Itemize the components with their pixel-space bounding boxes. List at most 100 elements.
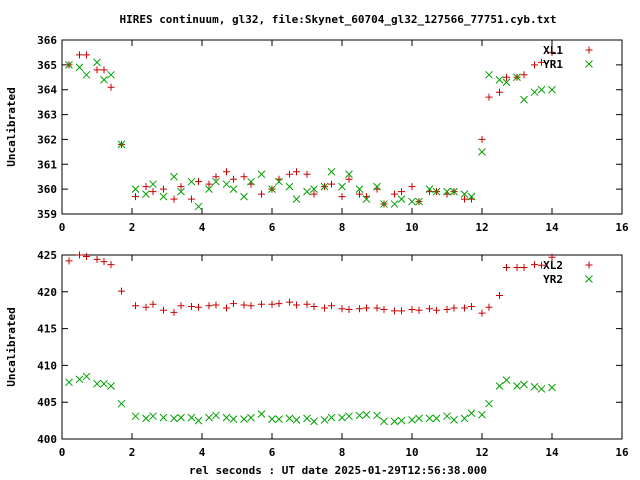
panel1-point-xl1: [531, 61, 538, 69]
panel1-point-xl1: [240, 173, 248, 181]
panel2-point-yr2: [187, 413, 196, 422]
panel1-point-yr1: [425, 185, 434, 193]
panel1-point-yr1: [530, 88, 539, 97]
panel1-point-xl1: [76, 51, 83, 59]
panel2-point-xl2: [76, 251, 83, 259]
panel2-point-xl2: [363, 304, 370, 312]
panel1-point-xl1: [188, 195, 195, 203]
panel1-point-yr1: [247, 177, 255, 186]
x-axis-label: rel seconds : UT date 2025-01-29T12:56:3…: [189, 464, 487, 477]
panel1-point-yr1: [373, 182, 381, 191]
panel2-point-yr2: [240, 415, 248, 423]
panel2-point-xl2: [531, 261, 538, 269]
panel2-point-yr2: [117, 399, 126, 408]
panel1-point-xl1: [398, 188, 405, 196]
panel2-point-yr2: [177, 413, 185, 422]
panel1-point-xl1: [286, 170, 293, 178]
panel1-point-yr1: [345, 170, 353, 179]
panel1-point-yr1: [408, 197, 416, 206]
panel1-point-xl1: [303, 170, 311, 178]
panel2-y-tick-label: 400: [37, 433, 57, 446]
panel2-point-yr2: [478, 410, 486, 419]
panel1-point-yr1: [310, 185, 318, 193]
panel1-point-xl1: [177, 183, 185, 191]
panel2-point-xl2: [356, 305, 363, 313]
panel1-point-xl1: [461, 195, 468, 203]
panel2-point-yr2: [467, 409, 476, 418]
panel1-point-yr1: [194, 202, 203, 211]
panel2-point-xl2: [408, 305, 416, 313]
panel2-point-yr2: [170, 414, 178, 423]
panel1-y-axis-label: Uncalibrated: [5, 87, 18, 166]
panel2-point-xl2: [132, 302, 139, 310]
panel2-point-yr2: [268, 415, 276, 423]
panel2-point-yr2: [380, 417, 388, 426]
panel1-x-tick-label: 4: [199, 221, 206, 234]
panel2-x-tick-label: 6: [269, 446, 276, 459]
panel1-point-xl1: [93, 66, 101, 74]
panel1-legend-label-xl1: XL1: [543, 44, 563, 57]
panel2-point-xl2: [100, 258, 108, 266]
panel1-point-xl1: [170, 195, 178, 203]
panel2-point-xl2: [485, 303, 493, 311]
panel1-point-yr1: [495, 75, 504, 84]
panel1-point-yr1: [502, 78, 511, 87]
panel2-point-yr2: [355, 411, 364, 420]
panel1-point-yr1: [257, 170, 266, 179]
panel1-y-tick-label: 359: [37, 208, 57, 221]
panel2-point-yr2: [285, 414, 294, 423]
panel2-point-xl2: [415, 306, 423, 314]
panel2-point-yr2: [390, 417, 399, 426]
panel1-point-yr1: [187, 177, 196, 186]
panel1-point-xl1: [520, 71, 528, 79]
panel2-y-tick-label: 420: [37, 286, 57, 299]
panel1-point-xl1: [293, 168, 300, 176]
panel2-point-xl2: [338, 305, 346, 313]
panel1-point-yr1: [65, 61, 73, 69]
panel1-point-yr1: [478, 148, 486, 156]
panel1-point-yr1: [380, 200, 388, 208]
panel1-point-xl1: [408, 183, 416, 191]
panel2-legend-label-yr2: YR2: [543, 273, 563, 286]
panel2-x-tick-label: 16: [615, 446, 629, 459]
panel2-point-yr2: [292, 416, 301, 424]
panel2-point-yr2: [502, 376, 511, 384]
panel2-point-xl2: [160, 306, 167, 314]
panel1-point-yr1: [303, 187, 311, 196]
panel1-point-xl1: [338, 193, 346, 201]
panel2-plot-frame: [61, 254, 623, 440]
panel2-point-xl2: [223, 304, 230, 312]
panel2-point-xl2: [195, 303, 202, 311]
panel1-point-xl1: [205, 180, 213, 188]
panel1-point-xl1: [212, 173, 220, 181]
panel2-point-xl2: [391, 307, 398, 315]
panel1-point-yr1: [285, 182, 294, 191]
panel2-point-xl2: [398, 307, 405, 315]
panel1-point-yr1: [513, 73, 521, 82]
panel1-point-xl1: [195, 178, 202, 186]
panel2-x-tick-label: 0: [59, 446, 66, 459]
panel2-point-yr2: [131, 412, 140, 421]
panel2-point-xl2: [373, 304, 381, 312]
panel2-y-tick-label: 425: [37, 249, 57, 262]
panel1-point-yr1: [117, 140, 126, 149]
panel2-point-yr2: [432, 414, 441, 423]
panel1-point-xl1: [310, 190, 318, 198]
panel2-point-yr2: [303, 414, 311, 423]
panel2-point-yr2: [142, 414, 150, 423]
panel2-point-yr2: [65, 378, 73, 387]
panel2-point-yr2: [100, 379, 108, 388]
panel2-point-xl2: [345, 305, 353, 313]
panel1-point-yr1: [107, 70, 115, 79]
panel2-point-yr2: [513, 382, 521, 390]
panel2-point-yr2: [275, 415, 283, 423]
panel1-point-xl1: [142, 183, 150, 191]
panel1-point-yr1: [75, 63, 84, 72]
panel1-point-yr1: [355, 185, 364, 193]
panel2-point-yr2: [205, 413, 213, 422]
panel2-point-xl2: [83, 252, 90, 260]
panel1-point-yr1: [397, 195, 406, 203]
panel1-point-yr1: [292, 195, 301, 203]
panel1-y-tick-label: 364: [37, 84, 57, 97]
panel1-y-tick-label: 362: [37, 133, 57, 146]
